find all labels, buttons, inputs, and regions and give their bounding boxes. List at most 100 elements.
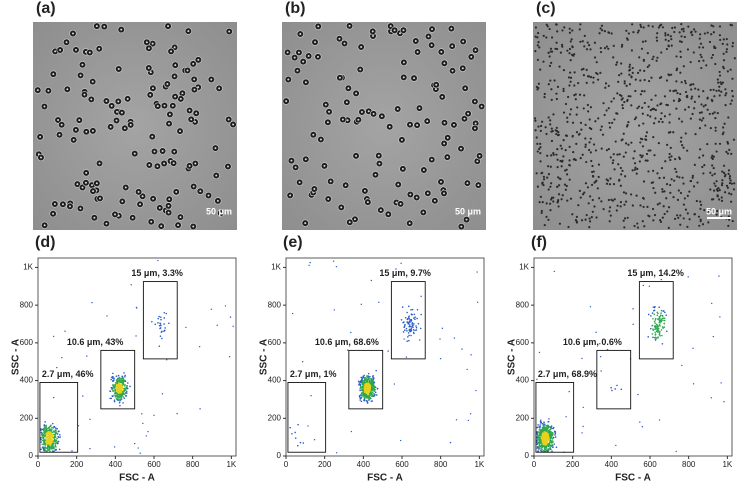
- y-tick-label: 400: [20, 376, 34, 385]
- bead-center: [195, 112, 197, 114]
- bead: [707, 109, 709, 111]
- bead: [609, 220, 611, 222]
- x-tick-label: 800: [434, 460, 448, 469]
- event-dot: [229, 356, 230, 357]
- bead: [542, 184, 544, 186]
- bead: [724, 88, 726, 90]
- bead-center: [312, 134, 314, 136]
- event-dot: [411, 320, 413, 322]
- bead: [583, 45, 585, 47]
- bead-center: [105, 223, 107, 225]
- bead: [656, 40, 658, 42]
- event-dot: [118, 399, 120, 401]
- event-dot: [660, 322, 662, 324]
- bead-center: [434, 200, 436, 202]
- event-dot: [371, 385, 373, 387]
- event-dot: [176, 413, 177, 414]
- bead: [623, 191, 625, 193]
- bead: [719, 39, 721, 41]
- bead: [621, 104, 623, 106]
- bead-center: [360, 46, 362, 48]
- bead-center: [118, 68, 120, 70]
- bead: [571, 29, 573, 31]
- bead: [610, 156, 612, 158]
- bead-center: [390, 25, 392, 27]
- bead: [685, 209, 687, 211]
- event-dot: [450, 442, 451, 443]
- event-dot: [642, 426, 643, 427]
- bead: [681, 28, 683, 30]
- x-tick-label: 600: [643, 460, 657, 469]
- bead: [621, 44, 623, 46]
- y-tick-label: 600: [516, 338, 530, 347]
- bead-center: [372, 35, 374, 37]
- bead: [537, 126, 539, 128]
- bead: [724, 174, 726, 176]
- bead-center: [193, 89, 195, 91]
- bead: [668, 206, 670, 208]
- event-dot: [160, 335, 162, 337]
- bead-center: [340, 206, 342, 208]
- event-dot: [416, 329, 418, 331]
- bead: [575, 159, 577, 161]
- bead: [728, 219, 730, 221]
- bead: [698, 46, 700, 48]
- event-dot: [551, 438, 553, 440]
- bead: [684, 109, 686, 111]
- bead-center: [192, 63, 194, 65]
- bead: [590, 151, 592, 153]
- y-tick-label: 800: [20, 300, 34, 309]
- bead-center: [75, 49, 77, 51]
- bead: [668, 121, 670, 123]
- bead-center: [121, 200, 123, 202]
- event-dot: [541, 438, 543, 440]
- bead: [625, 30, 627, 32]
- bead: [561, 29, 563, 31]
- event-dot: [676, 451, 677, 452]
- bead-center: [232, 124, 234, 126]
- bead: [648, 80, 650, 82]
- bead: [608, 148, 610, 150]
- event-dot: [366, 379, 368, 381]
- bead-center: [299, 33, 301, 35]
- bead: [642, 197, 644, 199]
- bead: [623, 101, 625, 103]
- bead: [588, 217, 590, 219]
- event-dot: [114, 401, 116, 403]
- event-dot: [115, 395, 117, 397]
- event-dot: [406, 356, 407, 357]
- bead-center: [328, 111, 330, 113]
- bead: [551, 99, 553, 101]
- bead-center: [174, 96, 176, 98]
- bead: [623, 133, 625, 135]
- bead: [553, 79, 555, 81]
- bead-center: [149, 94, 151, 96]
- bead: [642, 41, 644, 43]
- bead-center: [194, 121, 196, 123]
- bead: [690, 61, 692, 63]
- gate-label: 10.6 μm, 43%: [67, 337, 124, 347]
- bead: [670, 155, 672, 157]
- event-dot: [654, 322, 656, 324]
- bead-center: [120, 29, 122, 31]
- bead: [717, 82, 719, 84]
- event-dot: [112, 373, 114, 375]
- event-dot: [43, 443, 45, 445]
- event-dot: [364, 397, 366, 399]
- bead: [694, 101, 696, 103]
- event-dot: [113, 394, 115, 396]
- event-dot: [126, 395, 128, 397]
- bead: [724, 104, 726, 106]
- event-dot: [408, 315, 410, 317]
- bead-center: [323, 165, 325, 167]
- event-dot: [121, 395, 123, 397]
- bead-center: [168, 123, 170, 125]
- event-dot: [371, 378, 373, 380]
- event-dot: [582, 426, 583, 427]
- bead: [636, 222, 638, 224]
- bead: [556, 127, 558, 129]
- bead: [652, 170, 654, 172]
- bead: [658, 26, 660, 28]
- bead-center: [79, 208, 81, 210]
- gate-label: 15 μm, 14.2%: [627, 268, 684, 278]
